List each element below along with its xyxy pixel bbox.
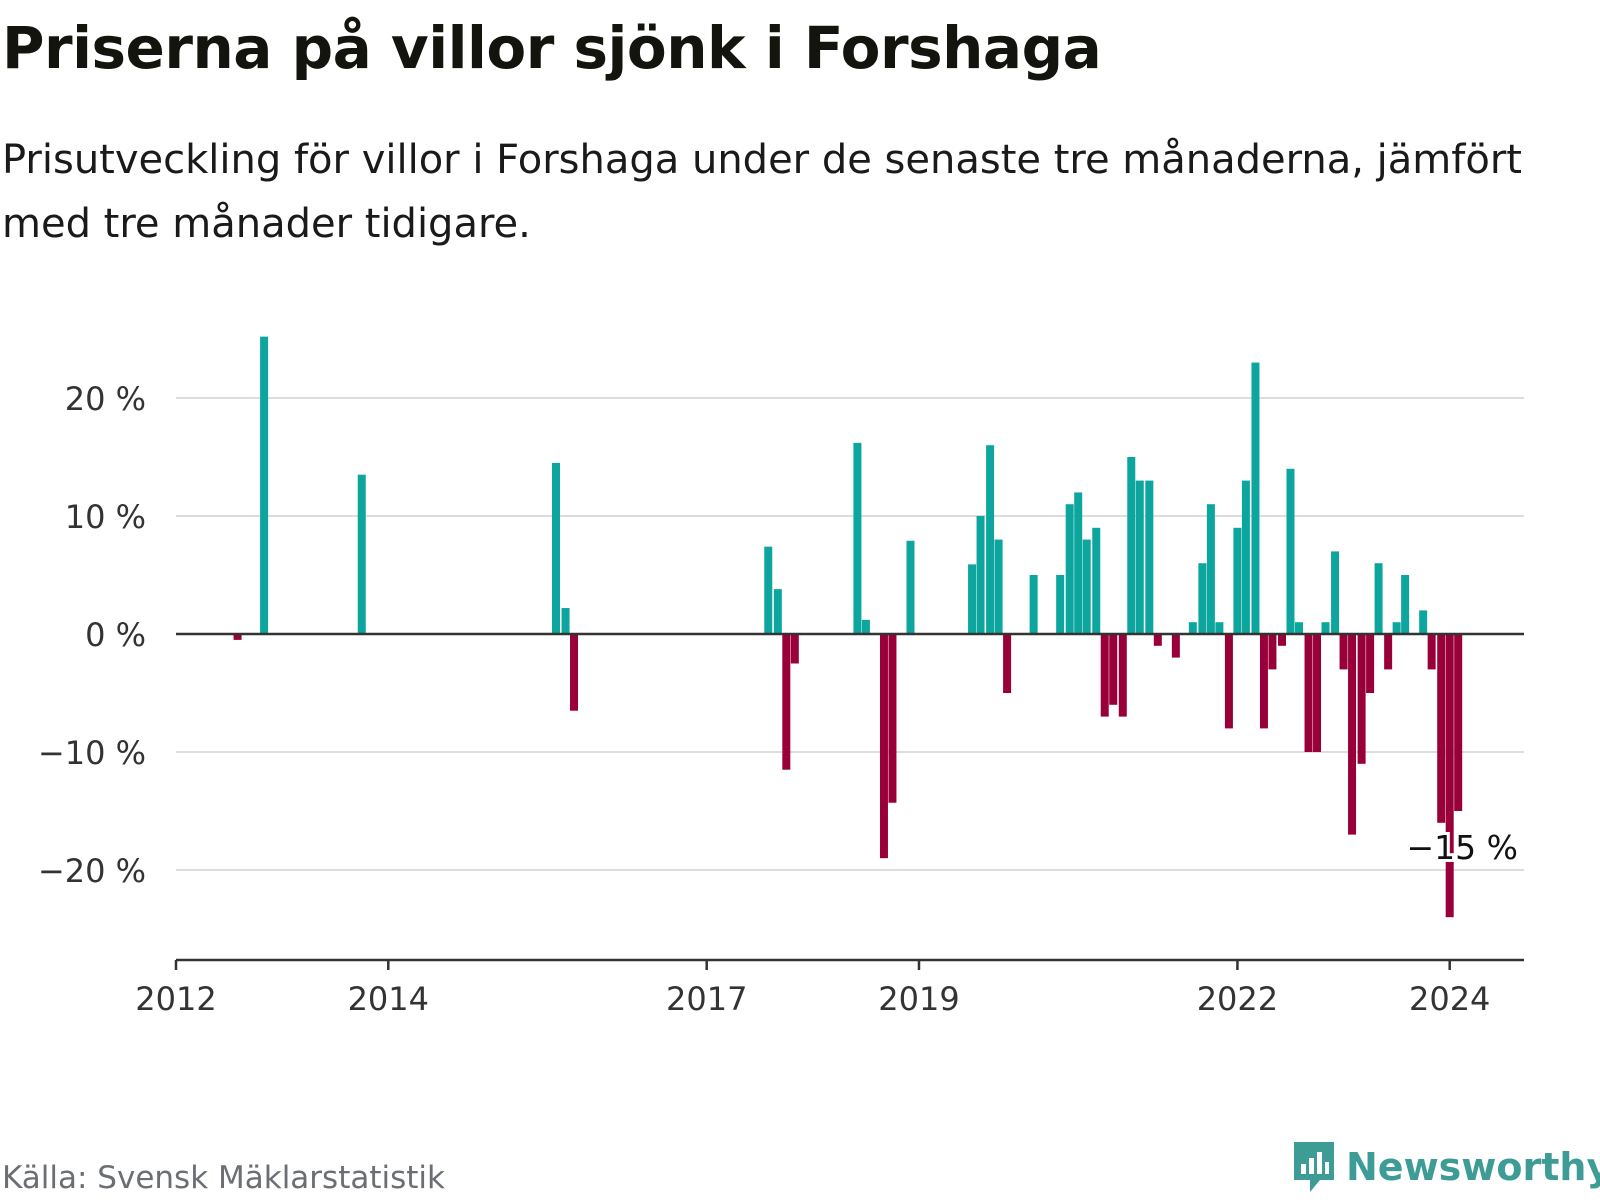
bar-positive [1419, 610, 1428, 634]
bar-negative [1224, 634, 1233, 729]
annotations: −15 % [1403, 825, 1521, 870]
bar-negative [1277, 634, 1286, 646]
bar-positive [1074, 492, 1083, 634]
x-tick-label: 2024 [1409, 980, 1490, 1018]
bars [233, 336, 1463, 918]
bar-negative [1384, 634, 1393, 670]
bar-positive [1294, 622, 1303, 634]
bar-negative [1153, 634, 1162, 646]
bar-positive [551, 462, 560, 634]
bar-positive [853, 442, 862, 634]
bar-positive [986, 445, 995, 634]
bar-negative [1100, 634, 1109, 717]
bar-positive [1251, 362, 1260, 634]
bar-negative [790, 634, 799, 664]
bar-negative [1437, 634, 1446, 823]
source-note: Källa: Svensk Mäklarstatistik [2, 1160, 445, 1196]
bar-positive [357, 474, 366, 634]
bar-negative [1313, 634, 1322, 752]
bar-negative [570, 634, 579, 711]
bar-negative [879, 634, 888, 859]
bar-negative [1445, 634, 1454, 918]
bar-negative [1109, 634, 1118, 705]
x-tick-label: 2022 [1197, 980, 1278, 1018]
bar-negative [1171, 634, 1180, 658]
bar-negative [1427, 634, 1436, 670]
bar-negative [888, 634, 897, 803]
bar-positive [1145, 480, 1154, 634]
bar-negative [1003, 634, 1012, 693]
x-tick-label: 2019 [878, 980, 959, 1018]
brand: Newsworthy [1290, 1138, 1600, 1196]
y-tick-label: 0 % [85, 616, 146, 654]
bar-positive [1082, 539, 1091, 634]
bar-positive [1056, 575, 1065, 634]
bar-positive [1286, 468, 1295, 634]
bar-positive [1135, 480, 1144, 634]
bar-positive [1374, 563, 1383, 634]
newsworthy-logo-icon [1294, 1142, 1334, 1192]
x-tick-label: 2014 [348, 980, 429, 1018]
y-axis-ticks: 20 % 10 % 0 % −10 % −20 % [38, 380, 146, 890]
x-tick-label: 2017 [666, 980, 747, 1018]
bar-positive [1198, 563, 1207, 634]
bar-positive [976, 516, 985, 634]
y-tick-label: 10 % [65, 498, 146, 536]
bar-positive [1092, 527, 1101, 634]
chart-subtitle: Prisutveckling för villor i Forshaga und… [2, 137, 1522, 247]
bar-positive [1215, 622, 1224, 634]
bar-positive [1188, 622, 1197, 634]
chart-title: Priserna på villor sjönk i Forshaga [2, 14, 1102, 82]
bar-negative [1259, 634, 1268, 729]
y-tick-label: −10 % [38, 734, 146, 772]
bar-positive [1127, 457, 1136, 634]
bar-negative [1118, 634, 1127, 717]
bar-negative [1454, 634, 1463, 811]
bar-negative [1304, 634, 1313, 752]
bar-positive [1233, 527, 1242, 634]
annotation-label: −15 % [1406, 828, 1518, 867]
gridlines [176, 397, 1524, 871]
bar-positive [861, 619, 870, 634]
bar-negative [1366, 634, 1375, 693]
bar-negative [1357, 634, 1366, 764]
bar-negative [1339, 634, 1348, 670]
bar-positive [994, 539, 1003, 634]
bar-positive [1401, 575, 1410, 634]
bar-negative [233, 634, 242, 640]
bar-positive [906, 540, 915, 634]
bar-positive [1029, 575, 1038, 634]
bar-negative [1348, 634, 1357, 835]
bar-positive [773, 589, 782, 634]
x-axis: 2012 2014 2017 2019 2022 2024 [135, 958, 1524, 1018]
bar-positive [1392, 622, 1401, 634]
bar-negative [1268, 634, 1277, 670]
bar-positive [968, 564, 977, 634]
y-tick-label: 20 % [65, 380, 146, 418]
bar-positive [764, 546, 773, 634]
bar-positive [1331, 551, 1340, 634]
brand-name: Newsworthy [1346, 1145, 1600, 1189]
bar-positive [260, 336, 269, 634]
bar-positive [561, 608, 570, 634]
bar-positive [1065, 504, 1074, 634]
bar-positive [1206, 504, 1215, 634]
x-tick-label: 2012 [135, 980, 216, 1018]
bar-negative [782, 634, 791, 770]
bar-positive [1241, 480, 1250, 634]
y-tick-label: −20 % [38, 852, 146, 890]
bar-positive [1321, 622, 1330, 634]
